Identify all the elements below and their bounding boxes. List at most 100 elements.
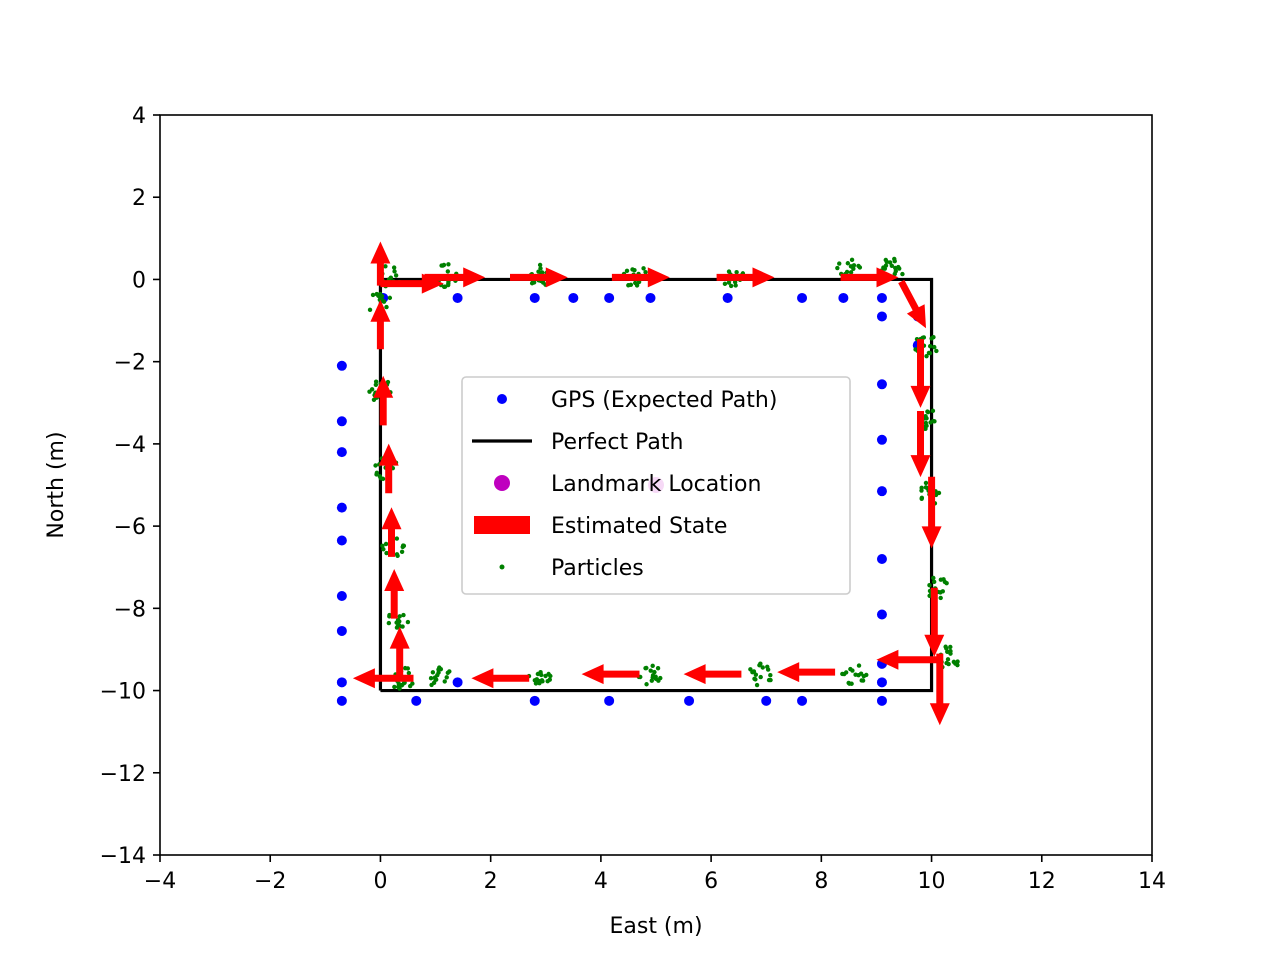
particle-point <box>405 619 411 625</box>
legend-particles-marker <box>499 564 505 570</box>
estimated-state-arrow <box>910 339 931 408</box>
gps-point <box>876 434 887 445</box>
particle-point <box>944 660 949 666</box>
particle-point <box>546 671 551 677</box>
particle-point <box>884 259 890 265</box>
x-tick-label: 0 <box>373 869 387 894</box>
particle-point <box>369 387 375 392</box>
particle-point <box>851 266 856 272</box>
particle-point <box>934 348 939 354</box>
gps-point <box>604 292 615 303</box>
y-tick-label: −12 <box>100 762 146 787</box>
estimated-state-arrow <box>389 626 410 677</box>
particle-point <box>927 350 933 356</box>
particle-point <box>399 683 404 688</box>
particle-point <box>930 408 936 414</box>
legend-estimated-state-marker <box>474 516 530 534</box>
particle-point <box>892 256 897 262</box>
particle-point <box>919 496 924 501</box>
gps-point <box>684 695 695 706</box>
gps-point <box>336 360 347 371</box>
particle-point <box>387 295 393 301</box>
particle-point <box>837 261 842 266</box>
particle-point <box>370 292 376 298</box>
x-tick-label: 14 <box>1138 869 1166 894</box>
particle-point <box>393 273 399 278</box>
particle-point <box>932 344 937 350</box>
particle-point <box>392 269 397 274</box>
particle-point <box>923 480 929 486</box>
y-tick-label: 2 <box>132 186 146 211</box>
particle-point <box>927 593 932 598</box>
particle-point <box>835 265 840 271</box>
gps-point <box>876 695 887 706</box>
estimated-state-arrow <box>611 267 670 288</box>
estimated-state-arrow <box>378 443 399 494</box>
particle-point <box>400 544 405 550</box>
gps-point <box>336 591 347 601</box>
particle-point <box>892 271 897 277</box>
particle-point <box>445 269 451 274</box>
particle-point <box>751 669 757 674</box>
particle-point <box>845 261 851 266</box>
particle-point <box>380 543 385 549</box>
particle-point <box>446 262 451 267</box>
particle-point <box>896 264 901 270</box>
particle-point <box>624 268 630 274</box>
particle-point <box>936 490 942 496</box>
estimated-state-arrow <box>921 476 942 549</box>
particle-point <box>728 283 734 289</box>
particle-point <box>388 275 394 280</box>
particle-point <box>945 657 951 662</box>
particle-point <box>955 659 960 664</box>
estimated-state-arrow <box>929 653 950 726</box>
x-tick-label: 10 <box>918 869 946 894</box>
gps-point <box>722 292 733 303</box>
particle-point <box>533 681 539 686</box>
particle-point <box>856 263 861 269</box>
particle-point <box>859 678 864 683</box>
particle-point <box>768 677 773 683</box>
particle-point <box>429 682 434 688</box>
gps-point <box>336 416 347 427</box>
estimated-state-arrow <box>370 241 391 286</box>
particle-point <box>367 307 373 313</box>
gps-point <box>876 554 887 564</box>
particle-point <box>849 681 854 686</box>
y-axis-label: North (m) <box>44 431 69 538</box>
particle-point <box>394 536 400 541</box>
particle-point <box>643 665 648 671</box>
particle-point <box>430 670 436 675</box>
particle-point <box>386 620 392 626</box>
estimated-state-arrow <box>840 267 899 288</box>
estimated-state-arrow <box>381 507 402 557</box>
particle-point <box>410 681 415 686</box>
particle-point <box>900 271 905 277</box>
gps-point <box>529 292 540 303</box>
gps-point <box>336 625 347 636</box>
particle-point <box>399 549 405 554</box>
particle-point <box>948 644 953 650</box>
particle-point <box>445 282 451 288</box>
estimated-state-arrow <box>424 267 486 288</box>
particle-point <box>643 269 648 275</box>
particle-point <box>535 671 541 677</box>
estimated-state-arrow <box>910 411 931 478</box>
gps-point <box>876 292 887 303</box>
gps-point <box>645 292 656 303</box>
particle-point <box>931 575 936 581</box>
particle-point <box>861 673 867 679</box>
x-tick-label: 4 <box>594 869 608 894</box>
particle-point <box>376 293 381 299</box>
particle-point <box>650 663 655 669</box>
particle-point <box>641 266 646 271</box>
particle-point <box>433 677 439 682</box>
particle-point <box>395 553 400 559</box>
particle-point <box>385 379 391 385</box>
particle-point <box>655 666 661 671</box>
x-tick-label: 12 <box>1028 869 1056 894</box>
particle-point <box>406 670 412 676</box>
particle-point <box>444 675 449 680</box>
particle-point <box>919 485 924 491</box>
